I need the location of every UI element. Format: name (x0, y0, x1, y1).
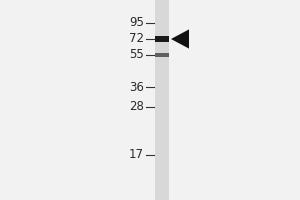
Text: 28: 28 (129, 100, 144, 114)
Text: 17: 17 (129, 148, 144, 162)
Text: 36: 36 (129, 81, 144, 94)
Text: 72: 72 (129, 32, 144, 46)
Polygon shape (171, 29, 189, 49)
Bar (154, 53, 169, 57)
Text: 95: 95 (129, 17, 144, 29)
Text: 55: 55 (129, 48, 144, 62)
Bar (154, 0, 169, 200)
Bar (154, 36, 169, 42)
